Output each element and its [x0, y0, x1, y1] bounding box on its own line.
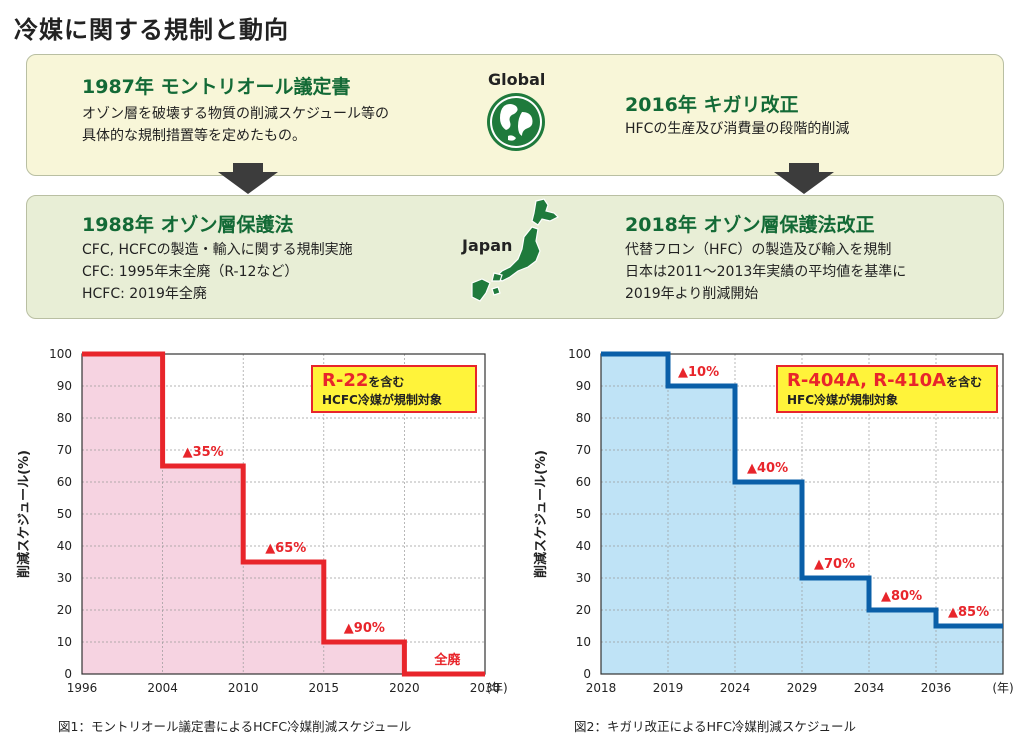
y-tick-label: 70 — [576, 443, 591, 457]
figure1-caption: 図1：モントリオール議定書によるHCFC冷媒削減スケジュール — [58, 719, 412, 734]
data-label: ▲35% — [183, 445, 224, 460]
callout-line2: HCFC冷媒が規制対象 — [322, 392, 442, 407]
y-tick-label: 60 — [57, 475, 72, 489]
x-unit-label: (年) — [486, 681, 507, 695]
desc-line: 代替フロン（HFC）の製造及び輸入を規制 — [625, 242, 892, 258]
series-step-line — [601, 351, 1003, 629]
chart-area-fill — [82, 354, 485, 674]
x-unit-label: (年) — [992, 681, 1013, 695]
y-tick-label: 70 — [57, 443, 72, 457]
callout-highlight: R-404A, R-410A — [787, 370, 946, 391]
x-tick-label: 2018 — [586, 681, 617, 695]
y-tick-label: 30 — [576, 571, 591, 585]
callout-line1: R-404A, R-410Aを含む — [787, 370, 982, 391]
callout-box — [311, 365, 477, 413]
hfc-reduction-chart: 0 10 20 30 40 50 60 70 80 90 100 2018 2019 2024 2029 20… — [533, 347, 1014, 695]
x-tick-label: 2020 — [389, 681, 420, 695]
y-axis-label: 削減スケジュール(%) — [533, 450, 549, 578]
down-arrow-icon — [774, 172, 834, 194]
ozone-law-amendment-desc: 代替フロン（HFC）の製造及び輸入を規制 日本は2011〜2013年実績の平均値… — [625, 239, 906, 305]
y-tick-label: 30 — [57, 571, 72, 585]
page-title: 冷媒に関する規制と動向 — [14, 16, 289, 44]
y-tick-label: 80 — [57, 411, 72, 425]
data-label: ▲10% — [678, 365, 719, 380]
y-tick-label: 20 — [57, 603, 72, 617]
desc-line: HCFC: 2019年全廃 — [82, 286, 207, 302]
desc-line: HFCの生産及び消費量の段階的削減 — [625, 121, 850, 137]
kigali-amendment-desc: HFCの生産及び消費量の段階的削減 — [625, 118, 849, 140]
desc-line: 2019年より削減開始 — [625, 286, 759, 302]
data-label: ▲70% — [814, 557, 855, 572]
desc-line: 日本は2011〜2013年実績の平均値を基準に — [625, 264, 907, 280]
callout-line1: R-22を含む — [322, 370, 404, 391]
desc-line: CFC: 1995年末全廃（R-12など） — [82, 264, 299, 280]
y-tick-label: 40 — [57, 539, 72, 553]
kigali-amendment-title: 2016年 キガリ改正 — [625, 94, 799, 116]
montreal-protocol-desc: オゾン層を破壊する物質の削減スケジュール等の 具体的な規制措置等を定めたもの。 — [82, 103, 389, 147]
ozone-law-title: 1988年 オゾン層保護法 — [82, 214, 294, 236]
data-label: ▲80% — [881, 589, 922, 604]
desc-line: CFC, HCFCの製造・輸入に関する規制実施 — [82, 242, 353, 258]
desc-line: オゾン層を破壊する物質の削減スケジュール等の — [82, 106, 390, 122]
y-tick-label: 50 — [57, 507, 72, 521]
arrow-stem — [233, 163, 263, 173]
x-tick-label: 2036 — [921, 681, 952, 695]
y-tick-label: 10 — [576, 635, 591, 649]
y-tick-label: 10 — [57, 635, 72, 649]
callout-suffix: を含む — [946, 374, 982, 389]
callout-box — [776, 365, 998, 413]
global-label: Global — [488, 70, 546, 89]
data-label: ▲65% — [265, 541, 306, 556]
y-tick-label: 0 — [583, 667, 591, 681]
ozone-law-amendment-title: 2018年 オゾン層保護法改正 — [625, 214, 875, 236]
down-arrow-icon — [218, 172, 278, 194]
y-tick-label: 20 — [576, 603, 591, 617]
figure2-caption: 図2：キガリ改正によるHFC冷媒削減スケジュール — [574, 719, 857, 734]
japan-panel — [26, 195, 1004, 319]
y-tick-label: 90 — [576, 379, 591, 393]
japan-label: Japan — [462, 236, 513, 255]
y-tick-label: 0 — [64, 667, 72, 681]
ozone-law-desc: CFC, HCFCの製造・輸入に関する規制実施 CFC: 1995年末全廃（R-… — [82, 239, 353, 305]
globe-icon — [487, 93, 545, 151]
x-tick-label: 2015 — [309, 681, 340, 695]
y-tick-label: 60 — [576, 475, 591, 489]
x-tick-label: 2004 — [147, 681, 178, 695]
callout-suffix: を含む — [368, 374, 404, 389]
plot-frame — [600, 353, 1004, 675]
japan-map-icon — [471, 198, 560, 302]
x-tick-label: 2024 — [720, 681, 751, 695]
y-tick-label: 100 — [49, 347, 72, 361]
y-tick-label: 40 — [576, 539, 591, 553]
data-label: 全廃 — [433, 652, 461, 668]
y-tick-label: 90 — [57, 379, 72, 393]
x-tick-label: 2034 — [854, 681, 885, 695]
x-tick-label: 2010 — [228, 681, 259, 695]
y-axis-label: 削減スケジュール(%) — [16, 450, 32, 578]
arrow-stem — [789, 163, 819, 173]
callout-highlight: R-22 — [322, 370, 368, 391]
series-step-line — [82, 351, 485, 677]
x-tick-label: 1996 — [67, 681, 98, 695]
desc-line: 具体的な規制措置等を定めたもの。 — [82, 128, 306, 144]
x-tick-label: 2030 — [470, 681, 501, 695]
data-label: ▲90% — [344, 621, 385, 636]
montreal-protocol-title: 1987年 モントリオール議定書 — [82, 76, 351, 98]
data-label: ▲85% — [948, 605, 989, 620]
x-tick-label: 2029 — [787, 681, 818, 695]
callout-line2: HFC冷媒が規制対象 — [787, 392, 898, 407]
y-tick-label: 50 — [576, 507, 591, 521]
x-tick-label: 2019 — [653, 681, 684, 695]
y-tick-label: 80 — [576, 411, 591, 425]
data-label: ▲40% — [747, 461, 788, 476]
y-tick-label: 100 — [568, 347, 591, 361]
plot-frame — [81, 353, 486, 675]
